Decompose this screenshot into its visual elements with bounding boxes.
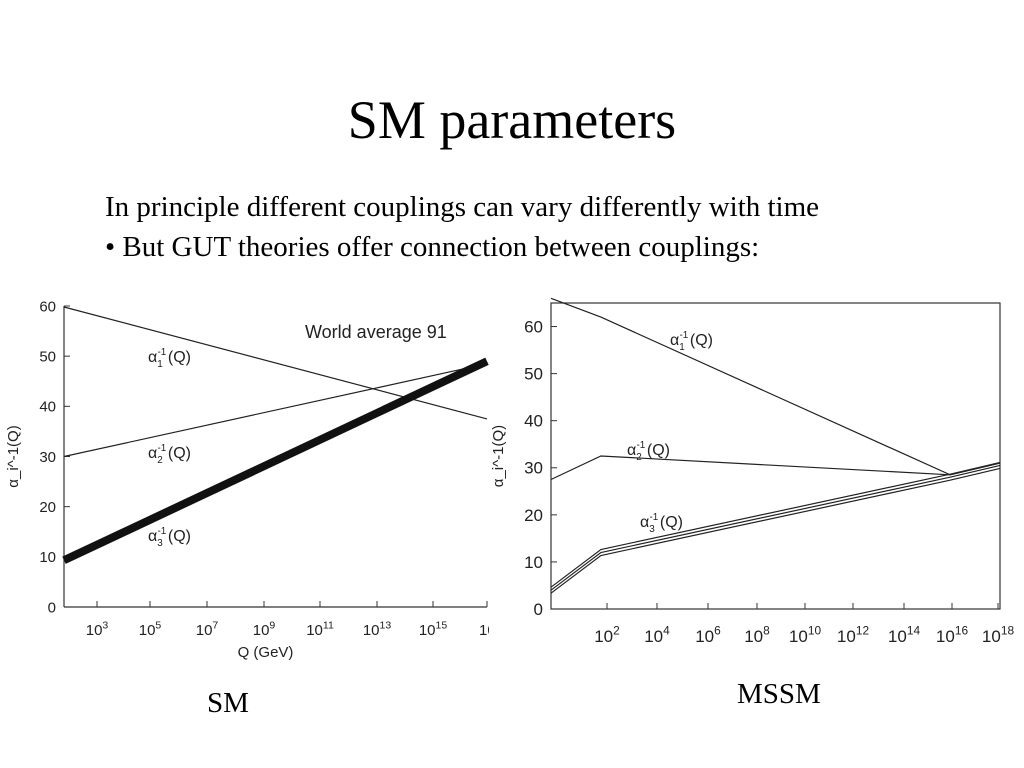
x-tick-label: 107	[196, 619, 219, 639]
x-tick-label: 109	[253, 619, 276, 639]
series-line-alpha3	[62, 357, 489, 564]
y-axis-label: α_i^-1(Q)	[490, 425, 507, 487]
mssm-caption: MSSM	[737, 678, 821, 710]
y-tick-label: 0	[48, 599, 56, 616]
x-tick-label: 104	[644, 623, 670, 646]
y-tick-label: 60	[524, 317, 543, 336]
x-tick-label: 1015	[419, 619, 448, 639]
y-tick-label: 30	[524, 459, 543, 478]
mssm-chart: 0 10 20 30 40 50 60 102 104 106 108 1010 1012 1014 101…	[490, 297, 1015, 646]
series-label-alpha1: α1-1 (Q)	[148, 347, 191, 370]
y-tick-label: 20	[524, 506, 543, 525]
y-tick-label: 20	[39, 499, 56, 516]
x-tick-label: 102	[594, 623, 620, 646]
series-line-alpha2	[550, 455, 1001, 481]
body-text-line: In principle different couplings can var…	[105, 191, 820, 223]
x-tick-label: 1010	[789, 623, 822, 646]
x-tick-label: 1018	[982, 623, 1015, 646]
y-tick-label: 50	[39, 348, 56, 365]
series-label-alpha1: α1-1 (Q)	[670, 330, 713, 353]
x-tick-label: 1016	[936, 623, 969, 646]
x-tick-label: 1017	[479, 619, 508, 639]
slide-title: SM parameters	[347, 90, 677, 150]
bullet-text-line: • But GUT theories offer connection betw…	[105, 231, 760, 263]
x-tick-label: 1011	[306, 619, 334, 639]
x-tick-label: 103	[86, 619, 109, 639]
world-average-annotation: World average 91	[305, 322, 447, 342]
x-axis-label: Q (GeV)	[238, 644, 294, 661]
series-line-alpha2	[63, 363, 488, 458]
sm-chart: 0 10 20 30 40 50 60 103 105 107 109 1011 1013 1015 101…	[5, 298, 508, 661]
y-tick-label: 50	[524, 365, 543, 384]
sm-caption: SM	[207, 687, 249, 719]
y-axis-label: α_i^-1(Q)	[5, 425, 22, 487]
y-tick-label: 0	[534, 600, 543, 619]
series-line-alpha3	[550, 461, 1001, 588]
x-tick-label: 106	[695, 623, 721, 646]
series-line-alpha3	[550, 464, 1001, 591]
series-label-alpha3: α3-1 (Q)	[640, 512, 683, 535]
y-tick-label: 10	[39, 549, 56, 566]
y-tick-label: 30	[39, 449, 56, 466]
x-tick-label: 1014	[888, 623, 921, 646]
x-tick-label: 105	[139, 619, 162, 639]
x-tick-label: 1013	[363, 619, 392, 639]
series-label-alpha2: α2-1 (Q)	[627, 440, 670, 463]
x-tick-label: 1012	[837, 623, 870, 646]
y-tick-label: 40	[524, 412, 543, 431]
series-label-alpha2: α2-1 (Q)	[148, 443, 191, 466]
series-line-alpha1	[550, 297, 1001, 476]
x-tick-label: 108	[744, 623, 770, 646]
y-tick-label: 40	[39, 399, 56, 416]
series-line-alpha3	[550, 467, 1001, 594]
series-label-alpha3: α3-1 (Q)	[148, 526, 191, 549]
plot-frame	[550, 302, 1001, 610]
y-tick-label: 60	[39, 298, 56, 315]
series-line-alpha1	[63, 306, 488, 420]
y-tick-label: 10	[524, 553, 543, 572]
